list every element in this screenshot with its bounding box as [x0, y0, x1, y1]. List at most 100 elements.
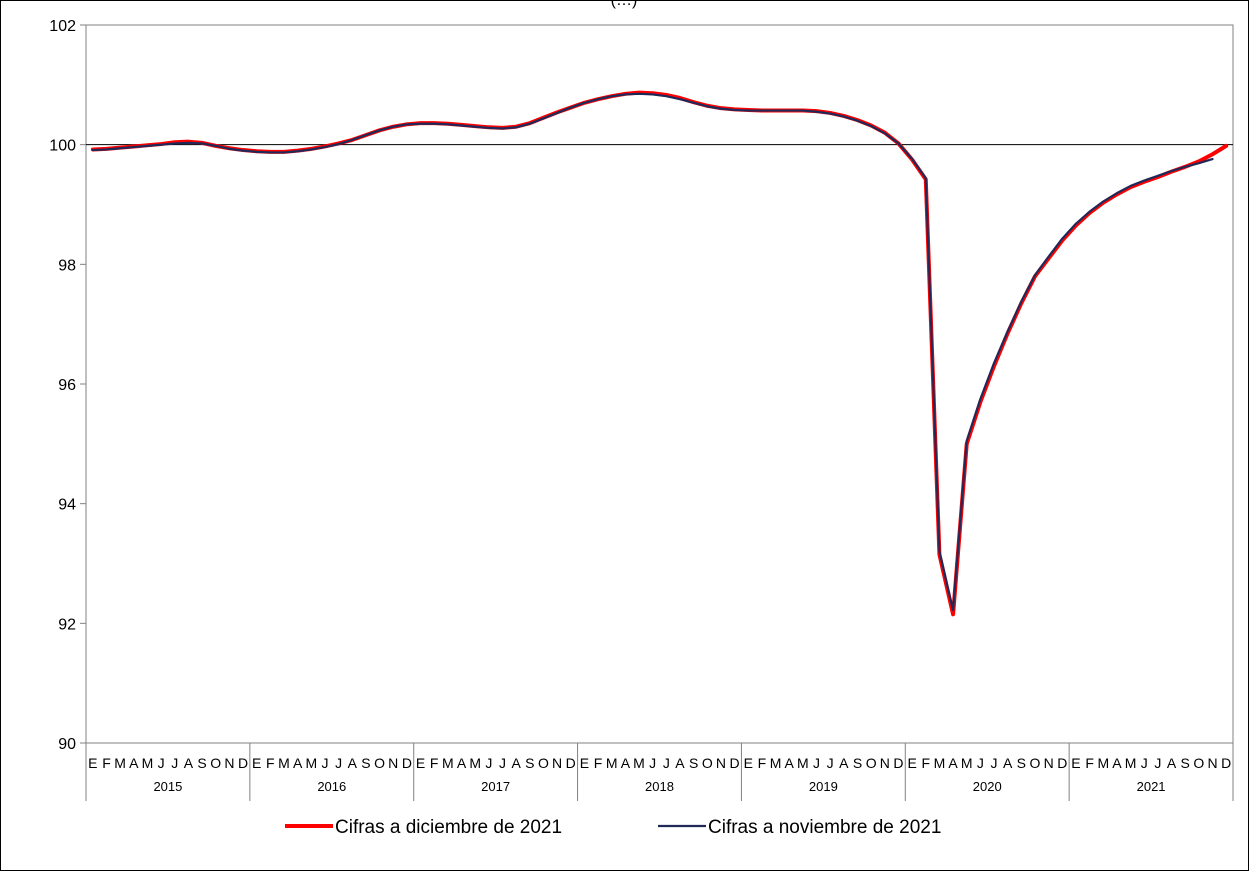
- month-tick-label: O: [1193, 755, 1204, 771]
- month-tick-label: J: [321, 755, 328, 771]
- y-tick-label: 92: [58, 616, 76, 633]
- month-tick-label: F: [1085, 755, 1094, 771]
- month-tick-label: J: [827, 755, 834, 771]
- month-tick-label: S: [525, 755, 534, 771]
- month-tick-label: S: [1181, 755, 1190, 771]
- month-tick-label: M: [633, 755, 645, 771]
- month-tick-label: A: [785, 755, 795, 771]
- month-tick-label: M: [305, 755, 317, 771]
- month-tick-label: S: [361, 755, 370, 771]
- month-tick-label: J: [649, 755, 656, 771]
- month-tick-label: J: [1154, 755, 1161, 771]
- month-tick-label: A: [1167, 755, 1177, 771]
- y-tick-label: 90: [58, 736, 76, 753]
- month-tick-label: O: [374, 755, 385, 771]
- month-tick-label: O: [210, 755, 221, 771]
- y-tick-label: 98: [58, 257, 76, 274]
- month-tick-label: J: [813, 755, 820, 771]
- month-tick-label: E: [416, 755, 425, 771]
- month-tick-label: A: [348, 755, 358, 771]
- month-tick-label: A: [621, 755, 631, 771]
- month-tick-label: J: [977, 755, 984, 771]
- y-tick-label: 100: [49, 138, 76, 155]
- series-layer: [90, 90, 1229, 617]
- plot-area: [85, 24, 1234, 744]
- month-tick-label: A: [839, 755, 849, 771]
- month-tick-label: J: [171, 755, 178, 771]
- month-tick-label: E: [744, 755, 753, 771]
- month-tick-label: M: [961, 755, 973, 771]
- legend-label-1: Cifras a diciembre de 2021: [335, 817, 562, 838]
- month-tick-label: M: [469, 755, 481, 771]
- month-tick-label: J: [158, 755, 165, 771]
- month-tick-label: M: [770, 755, 782, 771]
- month-tick-label: N: [1044, 755, 1054, 771]
- month-tick-label: A: [184, 755, 194, 771]
- month-tick-label: E: [252, 755, 261, 771]
- month-tick-label: D: [238, 755, 248, 771]
- month-tick-label: D: [730, 755, 740, 771]
- month-tick-label: A: [457, 755, 467, 771]
- month-tick-label: S: [1017, 755, 1026, 771]
- month-tick-label: A: [129, 755, 139, 771]
- month-tick-label: M: [797, 755, 809, 771]
- month-tick-label: M: [114, 755, 126, 771]
- month-tick-label: J: [1141, 755, 1148, 771]
- month-tick-label: A: [1003, 755, 1013, 771]
- month-tick-label: O: [538, 755, 549, 771]
- year-label: 2021: [1137, 779, 1166, 794]
- month-tick-label: D: [1221, 755, 1231, 771]
- month-tick-label: D: [566, 755, 576, 771]
- month-tick-label: D: [1057, 755, 1067, 771]
- month-tick-label: S: [689, 755, 698, 771]
- month-tick-label: E: [88, 755, 97, 771]
- legend: Cifras a diciembre de 2021 Cifras a novie…: [285, 817, 941, 838]
- month-tick-label: M: [142, 755, 154, 771]
- month-tick-label: M: [934, 755, 946, 771]
- y-tick-label: 96: [58, 377, 76, 394]
- year-label: 2020: [973, 779, 1002, 794]
- month-tick-label: N: [1207, 755, 1217, 771]
- month-tick-label: F: [102, 755, 111, 771]
- month-tick-label: N: [880, 755, 890, 771]
- month-tick-label: E: [1071, 755, 1080, 771]
- month-tick-label: D: [893, 755, 903, 771]
- month-tick-label: E: [907, 755, 916, 771]
- year-label: 2017: [481, 779, 510, 794]
- month-tick-label: D: [402, 755, 412, 771]
- year-label: 2019: [809, 779, 838, 794]
- month-tick-label: N: [716, 755, 726, 771]
- month-tick-label: M: [1097, 755, 1109, 771]
- year-label: 2018: [645, 779, 674, 794]
- month-tick-label: A: [675, 755, 685, 771]
- month-tick-label: F: [758, 755, 767, 771]
- series-line-2: [91, 92, 1214, 612]
- month-tick-label: A: [1112, 755, 1122, 771]
- month-tick-label: F: [266, 755, 275, 771]
- month-tick-label: J: [663, 755, 670, 771]
- year-label: 2015: [153, 779, 182, 794]
- plot-border: [85, 24, 1234, 744]
- month-tick-label: J: [499, 755, 506, 771]
- y-tick-label: 94: [58, 497, 76, 514]
- month-tick-label: J: [485, 755, 492, 771]
- month-tick-label: O: [1030, 755, 1041, 771]
- year-label: 2016: [317, 779, 346, 794]
- month-tick-label: E: [580, 755, 589, 771]
- y-axis: 90 92 94 96 98 100 102: [49, 18, 86, 753]
- month-tick-label: J: [335, 755, 342, 771]
- month-tick-label: O: [866, 755, 877, 771]
- legend-label-2: Cifras a noviembre de 2021: [708, 817, 941, 838]
- month-tick-label: M: [1125, 755, 1137, 771]
- month-tick-label: M: [278, 755, 290, 771]
- month-tick-label: S: [197, 755, 206, 771]
- month-tick-label: F: [921, 755, 930, 771]
- chart-title: (…): [611, 0, 638, 9]
- month-tick-label: A: [511, 755, 521, 771]
- month-tick-label: M: [606, 755, 618, 771]
- y-tick-label: 102: [49, 18, 76, 35]
- month-tick-label: F: [430, 755, 439, 771]
- month-tick-label: A: [293, 755, 303, 771]
